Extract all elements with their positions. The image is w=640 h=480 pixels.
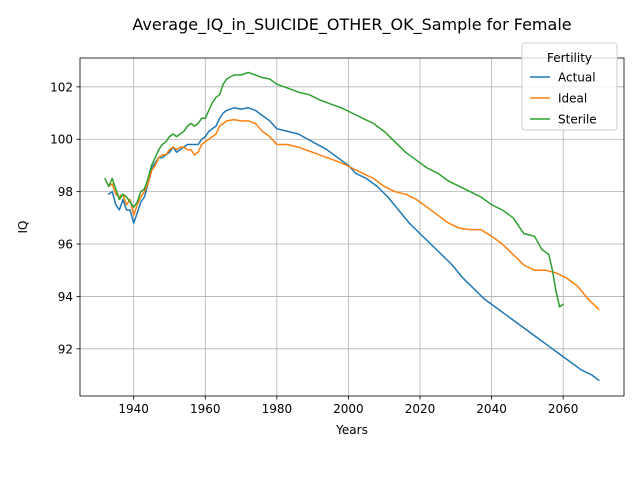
legend: Fertility Actual Ideal Sterile xyxy=(521,42,618,131)
y-tick-label: 102 xyxy=(50,80,73,94)
x-tick-label: 1940 xyxy=(118,402,149,416)
y-tick-label: 100 xyxy=(50,133,73,147)
legend-label-actual: Actual xyxy=(558,71,596,85)
plot-frame xyxy=(79,57,625,397)
y-axis-label: IQ xyxy=(16,221,30,234)
y-tick-label: 96 xyxy=(58,238,73,252)
y-axis-ticks: 92 94 96 98 100 102 xyxy=(50,80,80,356)
y-tick-label: 94 xyxy=(58,290,73,304)
x-axis-label: Years xyxy=(335,423,368,437)
legend-label-ideal: Ideal xyxy=(558,92,587,106)
x-tick-label: 1960 xyxy=(190,402,221,416)
legend-entries: Actual Ideal Sterile xyxy=(530,71,597,127)
legend-label-sterile: Sterile xyxy=(558,113,597,127)
y-tick-label: 98 xyxy=(58,185,73,199)
legend-title: Fertility xyxy=(547,51,592,65)
x-tick-label: 2040 xyxy=(476,402,507,416)
x-tick-label: 2020 xyxy=(405,402,436,416)
series-line-sterile xyxy=(104,71,564,308)
series-lines xyxy=(104,71,600,382)
series-line-ideal xyxy=(107,118,600,311)
x-tick-label: 2060 xyxy=(548,402,579,416)
y-tick-label: 92 xyxy=(58,342,73,356)
x-tick-label: 1980 xyxy=(262,402,293,416)
x-axis-ticks: 1940 1960 1980 2000 2020 2040 2060 xyxy=(118,396,578,416)
x-tick-label: 2000 xyxy=(333,402,364,416)
chart-title: Average_IQ_in_SUICIDE_OTHER_OK_Sample fo… xyxy=(132,15,571,35)
legend-box xyxy=(521,42,618,131)
grid xyxy=(80,58,624,396)
